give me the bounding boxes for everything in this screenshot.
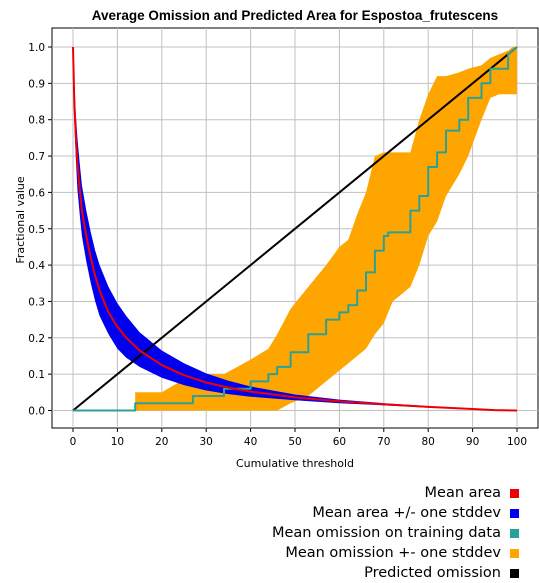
x-tick-label: 0 xyxy=(70,436,77,448)
legend-item: Mean omission +- one stddev xyxy=(272,543,519,563)
y-tick-label: 0.0 xyxy=(28,406,45,418)
legend-item: Mean omission on training data xyxy=(272,523,519,543)
x-tick-label: 60 xyxy=(333,436,346,448)
mean-omission-line xyxy=(73,46,518,412)
x-tick-label: 10 xyxy=(111,436,124,448)
x-tick-label: 90 xyxy=(466,436,479,448)
legend-label: Mean omission +- one stddev xyxy=(285,545,501,561)
legend-label: Mean omission on training data xyxy=(271,525,501,541)
x-tick-label: 50 xyxy=(288,436,301,448)
y-tick-label: 0.7 xyxy=(28,151,45,163)
omission-stddev-band xyxy=(135,47,517,411)
y-tick-label: 0.3 xyxy=(28,296,45,308)
y-tick-label: 0.2 xyxy=(28,333,45,345)
chart-title: Average Omission and Predicted Area for … xyxy=(92,8,498,23)
y-tick-label: 0.5 xyxy=(28,224,45,236)
predicted-omission-line xyxy=(72,46,518,412)
x-axis-label: Cumulative threshold xyxy=(236,457,354,470)
chart: 0 10 20 30 40 50 60 70 80 90 100 0.0 0.1 0.2 0.3 0.4 0.… xyxy=(14,8,539,470)
y-tick-label: 0.9 xyxy=(28,78,45,90)
y-tick-label: 0.6 xyxy=(28,187,45,199)
x-tick-label: 20 xyxy=(155,436,168,448)
x-tick-label: 80 xyxy=(422,436,435,448)
y-tick-label: 1.0 xyxy=(28,42,45,54)
legend-item: Predicted omission xyxy=(272,563,519,583)
legend-item: Mean area xyxy=(272,483,519,503)
x-tick-label: 70 xyxy=(377,436,390,448)
x-tick-label: 100 xyxy=(507,436,527,448)
legend: Mean area Mean area +/- one stddev Mean … xyxy=(272,483,519,583)
legend-label: Mean area +/- one stddev xyxy=(312,505,501,521)
y-tick-label: 0.8 xyxy=(28,115,45,127)
y-axis-label: Fractional value xyxy=(14,176,27,263)
legend-swatch xyxy=(510,568,519,578)
legend-swatch xyxy=(510,528,519,538)
y-tick-label: 0.4 xyxy=(28,260,45,272)
legend-item: Mean area +/- one stddev xyxy=(272,503,519,523)
x-tick-label: 30 xyxy=(200,436,213,448)
legend-label: Mean area xyxy=(424,485,501,501)
legend-swatch xyxy=(510,548,519,558)
legend-swatch xyxy=(510,488,519,498)
legend-swatch xyxy=(510,508,519,518)
x-tick-label: 40 xyxy=(244,436,257,448)
legend-label: Predicted omission xyxy=(364,565,501,581)
y-tick-label: 0.1 xyxy=(28,369,45,381)
mean-area-line xyxy=(72,46,518,412)
